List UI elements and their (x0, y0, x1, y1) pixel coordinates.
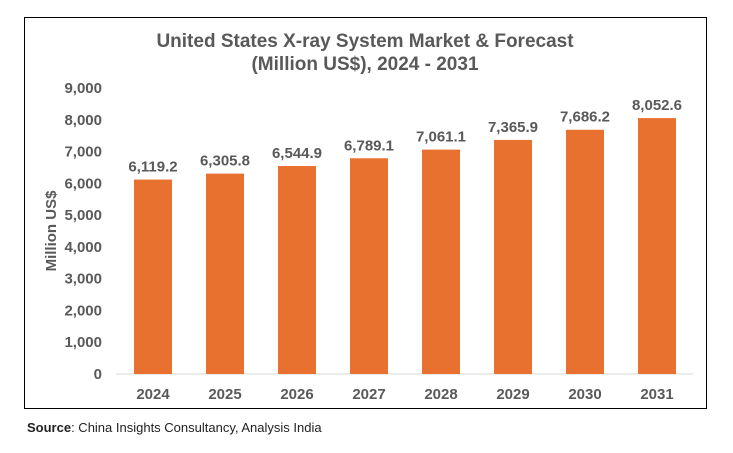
chart-title-line-1: United States X-ray System Market & Fore… (156, 31, 574, 52)
y-axis-label: Million US$ (43, 190, 60, 271)
data-label: 7,365.9 (488, 119, 538, 136)
bar-2025 (206, 173, 244, 374)
source-label: Source (27, 420, 72, 435)
x-tick-label: 2029 (496, 386, 529, 403)
data-label: 7,686.2 (560, 109, 610, 126)
y-tick-label: 4,000 (64, 239, 102, 256)
chart-title-line-2: (Million US$), 2024 - 2031 (251, 54, 478, 75)
x-tick-label: 2030 (568, 386, 601, 403)
bar-2024 (134, 179, 172, 374)
data-label: 6,119.2 (128, 159, 177, 176)
y-tick-label: 8,000 (64, 112, 102, 129)
data-label: 8,052.6 (632, 97, 682, 114)
y-tick-label: 0 (94, 366, 102, 383)
y-tick-label: 6,000 (64, 175, 102, 192)
data-label: 7,061.1 (416, 129, 466, 146)
bar-2031 (638, 118, 676, 375)
y-tick-label: 2,000 (64, 302, 102, 319)
y-tick-label: 9,000 (64, 80, 102, 97)
source-note: Source: China Insights Consultancy, Anal… (27, 420, 322, 435)
y-tick-label: 7,000 (64, 144, 102, 161)
chart-frame (24, 17, 707, 409)
data-label: 6,544.9 (272, 145, 322, 162)
bar-2030 (566, 129, 604, 374)
x-tick-label: 2026 (280, 386, 313, 403)
bar-2029 (494, 139, 532, 374)
x-tick-label: 2028 (424, 386, 457, 403)
data-label: 6,305.8 (200, 153, 250, 170)
source-text: : China Insights Consultancy, Analysis I… (71, 420, 322, 435)
y-tick-label: 5,000 (64, 207, 102, 224)
data-label: 6,789.1 (344, 137, 394, 154)
bar-2027 (350, 158, 388, 374)
x-tick-label: 2027 (352, 386, 385, 403)
y-tick-label: 1,000 (64, 334, 102, 351)
x-tick-label: 2031 (640, 386, 673, 403)
bar-2026 (278, 166, 316, 374)
x-tick-label: 2024 (136, 386, 170, 403)
x-tick-label: 2025 (208, 386, 241, 403)
y-tick-label: 3,000 (64, 271, 102, 288)
bar-2028 (422, 149, 460, 374)
